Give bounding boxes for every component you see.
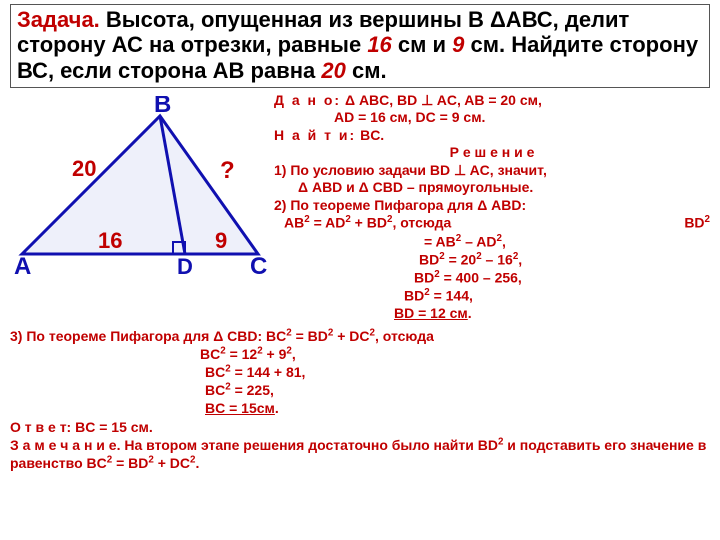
find-line: Н а й т и: BC.: [274, 127, 710, 145]
step2e: BD2 = 400 – 256,: [274, 269, 710, 287]
step2f: BD2 = 144,: [274, 287, 710, 305]
step3c: BC2 = 144 + 81,: [10, 363, 710, 381]
svg-text:?: ?: [220, 157, 235, 184]
step2a: 2) По теореме Пифагора для Δ ABD:: [274, 197, 710, 215]
svg-text:D: D: [177, 254, 193, 276]
triangle-diagram: A B C D 20 ? 16 9: [10, 96, 270, 276]
given-line1: Д а н о: Δ ABC, BD ⊥ AC, AB = 20 см,: [274, 92, 710, 110]
solution-lower: 3) По теореме Пифагора для Δ CBD: BC2 = …: [10, 323, 710, 473]
given-line2: AD = 16 см, DC = 9 см.: [274, 109, 710, 127]
step2g: BD = 12 см.: [274, 305, 710, 323]
svg-text:C: C: [250, 253, 267, 276]
svg-text:16: 16: [98, 228, 122, 253]
step3b: BC2 = 122 + 92,: [10, 345, 710, 363]
note-line: З а м е ч а н и е. На втором этапе решен…: [10, 436, 710, 472]
answer-line: О т в е т: BC = 15 см.: [10, 418, 710, 436]
step3e: BC = 15см.: [10, 399, 710, 417]
solution-header: Р е ш е н и е: [274, 144, 710, 162]
svg-text:B: B: [154, 96, 171, 118]
svg-text:20: 20: [72, 156, 96, 181]
step1a: 1) По условию задачи BD ⊥ AC, значит,: [274, 162, 710, 180]
step1b: Δ ABD и Δ CBD – прямоугольные.: [274, 179, 710, 197]
step3a: 3) По теореме Пифагора для Δ CBD: BC2 = …: [10, 327, 710, 345]
solution-column: Д а н о: Δ ABC, BD ⊥ AC, AB = 20 см, AD …: [270, 90, 710, 323]
problem-statement: Задача. Высота, опущенная из вершины В Δ…: [17, 7, 703, 83]
step2c: = AB2 – AD2,: [274, 233, 710, 251]
step3d: BC2 = 225,: [10, 381, 710, 399]
svg-text:A: A: [14, 253, 31, 276]
problem-box: Задача. Высота, опущенная из вершины В Δ…: [10, 4, 710, 88]
step2d: BD2 = 202 – 162,: [274, 251, 710, 269]
step2b: AB2 = AD2 + BD2, отсюдаBD2: [274, 214, 710, 232]
problem-title: Задача.: [17, 7, 100, 32]
svg-text:9: 9: [215, 228, 227, 253]
